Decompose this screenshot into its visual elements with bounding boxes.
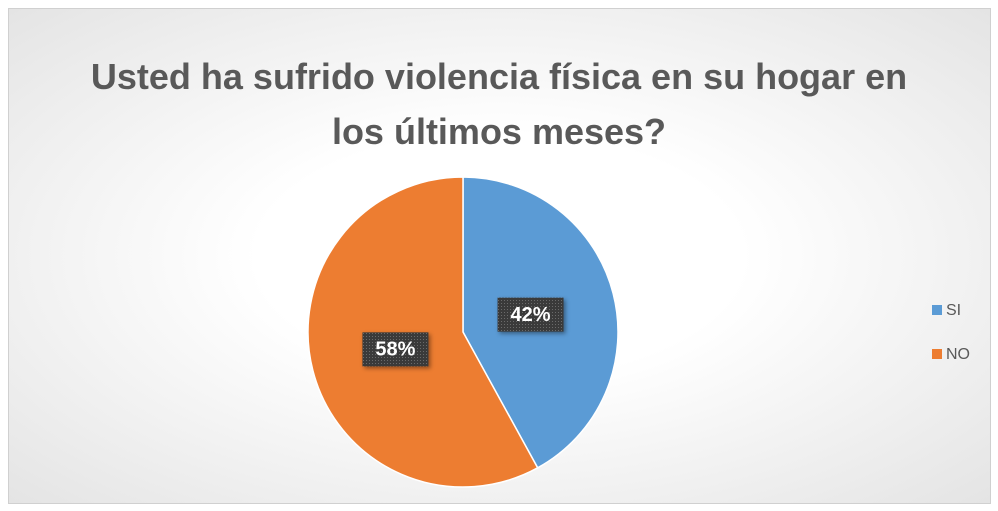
legend-label: SI [946,302,961,319]
data-label-box [497,297,564,332]
legend-swatch [932,305,942,315]
data-label: 58% [375,339,415,361]
chart-title: Usted ha sufrido violencia física en su … [90,56,908,152]
data-label: 42% [511,304,551,326]
legend-swatch [932,349,942,359]
legend-label: NO [946,346,970,363]
pie-slice [307,176,539,488]
data-label-box [362,332,429,367]
